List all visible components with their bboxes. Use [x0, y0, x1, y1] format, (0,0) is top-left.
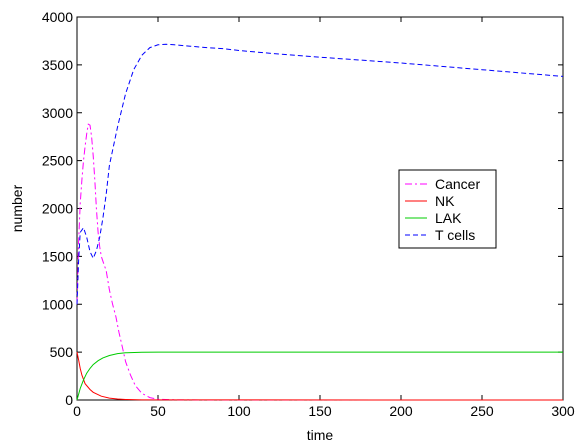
x-tick-label: 50	[150, 403, 166, 419]
series-line-lak	[76, 351, 563, 401]
series-line-nk	[76, 351, 564, 401]
y-tick-label: 2500	[42, 153, 73, 169]
y-tick-label: 2000	[42, 201, 73, 217]
y-tick-label: 3000	[42, 105, 73, 121]
legend-label: LAK	[435, 210, 462, 226]
y-tick-label: 500	[50, 344, 74, 360]
y-axis-title: number	[9, 184, 25, 232]
legend-label: T cells	[435, 227, 475, 243]
x-tick-label: 100	[227, 403, 251, 419]
y-tick-label: 0	[65, 392, 73, 408]
legend-label: Cancer	[435, 176, 480, 192]
x-tick-label: 250	[470, 403, 494, 419]
x-tick-label: 200	[389, 403, 413, 419]
legend-box	[398, 169, 497, 249]
y-tick-label: 1000	[42, 296, 73, 312]
y-tick-label: 3500	[42, 57, 73, 73]
y-tick-label: 1500	[42, 248, 73, 264]
y-tick-label: 4000	[42, 9, 73, 25]
x-tick-label: 150	[308, 403, 332, 419]
x-tick-label: 0	[73, 403, 81, 419]
axis-ticks: 0 50 100 150 200 250 3000500100015002000250030…	[42, 9, 575, 419]
x-axis-title: time	[307, 427, 334, 443]
series-lines	[76, 43, 564, 401]
x-tick-label: 300	[551, 403, 575, 419]
series-line-t-cells	[76, 43, 564, 305]
legend-label: NK	[435, 193, 455, 209]
series-line-cancer	[76, 123, 563, 401]
